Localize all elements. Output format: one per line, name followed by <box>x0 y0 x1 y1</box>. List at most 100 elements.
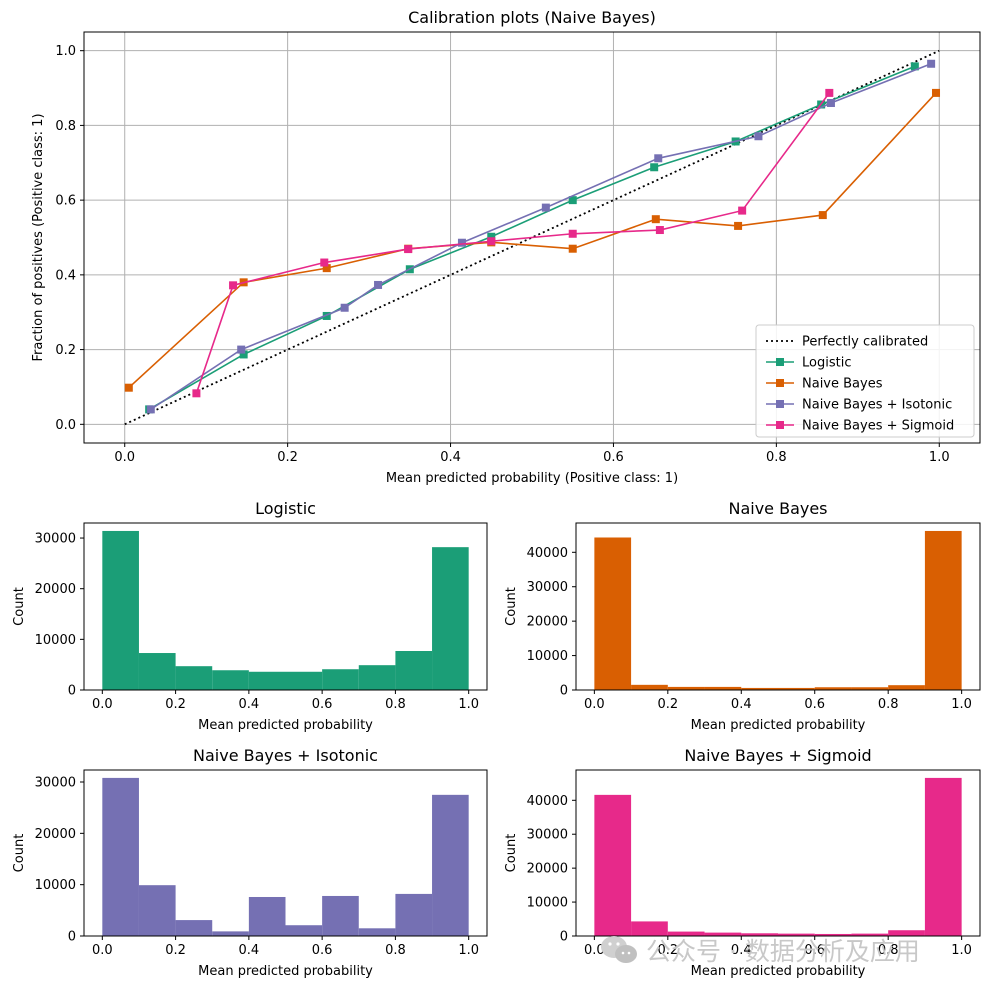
x-tick-label: 0.0 <box>92 697 113 712</box>
y-tick-label: 0 <box>560 684 568 699</box>
data-point <box>192 389 201 398</box>
y-tick-label: 20000 <box>527 862 568 877</box>
chart-panel-0: 0.0 0.2 0.4 0.6 0.8 1.0 0.0 0.2 0.4 0.6 0.8 1.0 Cali… <box>31 8 981 486</box>
data-point <box>910 62 919 71</box>
histogram-bar <box>814 933 852 936</box>
data-point <box>340 303 349 312</box>
x-tick-label: 1.0 <box>458 943 479 958</box>
y-tick-label: 30000 <box>527 828 568 843</box>
data-point <box>404 245 413 254</box>
x-axis-label: Mean predicted probability <box>691 964 866 979</box>
histogram-bar <box>704 686 742 690</box>
chart-title: Naive Bayes <box>728 499 827 518</box>
x-tick-label: 1.0 <box>951 943 972 958</box>
data-point <box>826 98 835 107</box>
data-point <box>654 154 663 163</box>
histogram-bar <box>285 671 323 690</box>
histogram-bar <box>395 893 433 936</box>
y-tick-label: 0.2 <box>55 343 76 358</box>
x-tick-label: 0.6 <box>804 943 825 958</box>
chart-panel-2: 0.0 0.2 0.4 0.6 0.8 1.0 0 10000 20000 30000 40000 N… <box>504 499 981 733</box>
x-axis-label: Mean predicted probability (Positive cla… <box>386 471 678 486</box>
data-point <box>734 221 743 230</box>
data-point <box>320 258 329 267</box>
axes-frame <box>575 522 981 691</box>
x-axis-label: Mean predicted probability <box>198 964 373 979</box>
legend-entry: Perfectly calibrated <box>802 335 928 350</box>
histogram-bar <box>631 684 668 690</box>
x-tick-label: 0.6 <box>603 450 624 465</box>
wechat-icon <box>601 936 637 963</box>
histogram-bar <box>778 933 815 936</box>
data-point <box>124 383 133 392</box>
x-tick-label: 0.2 <box>165 697 186 712</box>
histogram-bar <box>631 921 668 936</box>
histogram-bar <box>285 925 323 936</box>
x-tick-label: 0.0 <box>92 943 113 958</box>
data-point <box>651 215 660 224</box>
x-tick-label: 0.2 <box>657 697 678 712</box>
x-tick-label: 0.6 <box>312 943 333 958</box>
y-tick-label: 0 <box>68 684 76 699</box>
histogram-bar <box>924 777 962 936</box>
y-tick-label: 0.8 <box>55 119 76 134</box>
y-tick-label: 20000 <box>527 615 568 630</box>
x-tick-label: 0.4 <box>239 697 260 712</box>
histogram-bars <box>102 777 469 936</box>
histogram-bars <box>102 530 469 690</box>
histogram-bar <box>924 530 962 690</box>
data-point <box>322 311 331 320</box>
histogram-bar <box>888 930 925 936</box>
chart-title: Calibration plots (Naive Bayes) <box>408 8 656 27</box>
x-tick-label: 0.0 <box>114 450 135 465</box>
legend: Perfectly calibrated Logistic Naive Bayes N… <box>755 324 975 438</box>
data-point <box>457 238 466 247</box>
series-line <box>150 63 932 411</box>
histogram-bar <box>432 794 469 936</box>
watermark: 公众号 · 数据分析及应用 <box>600 930 985 970</box>
series-naive-bayes-isotonic <box>146 59 936 414</box>
legend-marker <box>776 358 784 366</box>
histogram-bar <box>888 685 925 690</box>
histogram-bar <box>175 920 213 936</box>
data-point <box>237 345 246 354</box>
x-tick-label: 0.4 <box>731 943 752 958</box>
x-tick-label: 0.2 <box>657 943 678 958</box>
histogram-bar <box>212 931 249 936</box>
legend-box <box>755 324 975 438</box>
chart-panel-4: 0.0 0.2 0.4 0.6 0.8 1.0 0 10000 20000 30000 40000 N… <box>504 746 981 979</box>
data-point <box>568 196 577 205</box>
x-tick-label: 1.0 <box>929 450 950 465</box>
histogram-bar <box>248 896 286 936</box>
x-tick-label: 0.8 <box>385 697 406 712</box>
histogram-bar <box>594 794 632 936</box>
axes-frame <box>575 769 981 937</box>
y-tick-label: 10000 <box>527 649 568 664</box>
y-tick-label: 10000 <box>35 633 76 648</box>
series-line <box>148 65 916 411</box>
x-tick-label: 0.8 <box>878 943 899 958</box>
histogram-bar <box>741 687 778 690</box>
y-tick-label: 30000 <box>527 580 568 595</box>
axes-frame <box>83 769 488 937</box>
histogram-bar <box>741 933 778 936</box>
y-axis-label: Count <box>504 834 519 873</box>
axes-frame <box>83 31 981 444</box>
axes-frame <box>83 522 488 691</box>
x-tick-label: 0.0 <box>584 697 605 712</box>
histogram-bar <box>138 653 176 690</box>
legend-entry: Naive Bayes <box>802 377 883 392</box>
y-axis-label: Count <box>504 587 519 626</box>
y-tick-label: 30000 <box>35 532 76 547</box>
data-point <box>650 163 659 172</box>
histogram-bar <box>667 686 705 690</box>
series-naive-bayes-sigmoid <box>192 88 834 398</box>
y-tick-label: 20000 <box>35 582 76 597</box>
data-point <box>239 350 248 359</box>
chart-title: Naive Bayes + Isotonic <box>193 746 378 765</box>
histogram-bar <box>102 530 139 690</box>
chart-title: Logistic <box>255 499 316 518</box>
x-tick-label: 1.0 <box>458 697 479 712</box>
x-tick-label: 0.6 <box>804 697 825 712</box>
data-point <box>322 264 331 273</box>
